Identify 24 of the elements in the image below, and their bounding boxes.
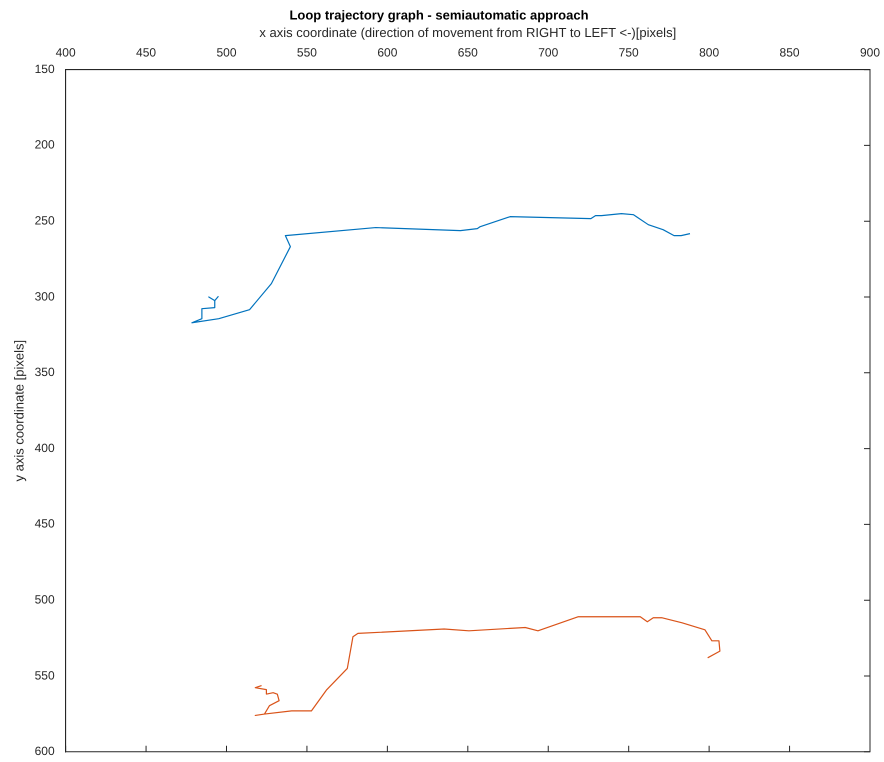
chart-title: Loop trajectory graph - semiautomatic approach [289,7,589,22]
x-tick-label: 600 [377,46,398,60]
y-tick-label: 200 [34,138,55,152]
x-tick-label: 500 [216,46,237,60]
x-tick-label: 400 [56,46,76,60]
x-tick-label: 700 [538,46,559,60]
x-tick-label: 850 [780,46,800,60]
y-tick-label: 150 [34,62,55,76]
x-tick-label: 450 [136,46,156,60]
x-tick-label: 750 [618,46,640,60]
x-tick-label: 900 [860,46,880,60]
y-tick-label: 250 [34,214,55,228]
y-tick-label: 600 [34,744,55,758]
x-axis-title: x axis coordinate (direction of movement from RIGHT to LEFT <-)[pixels] [259,24,676,40]
y-tick-label: 550 [34,668,55,682]
y-tick-label: 400 [34,440,55,455]
x-tick-label: 650 [458,46,478,60]
x-tick-label: 550 [296,46,318,60]
y-axis-title: y axis coordinate [pixels] [11,340,26,482]
y-tick-label: 450 [34,516,55,531]
y-tick-label: 300 [34,289,55,304]
y-tick-label: 500 [34,592,55,607]
x-tick-label: 800 [699,46,720,60]
y-tick-label: 350 [34,365,55,380]
